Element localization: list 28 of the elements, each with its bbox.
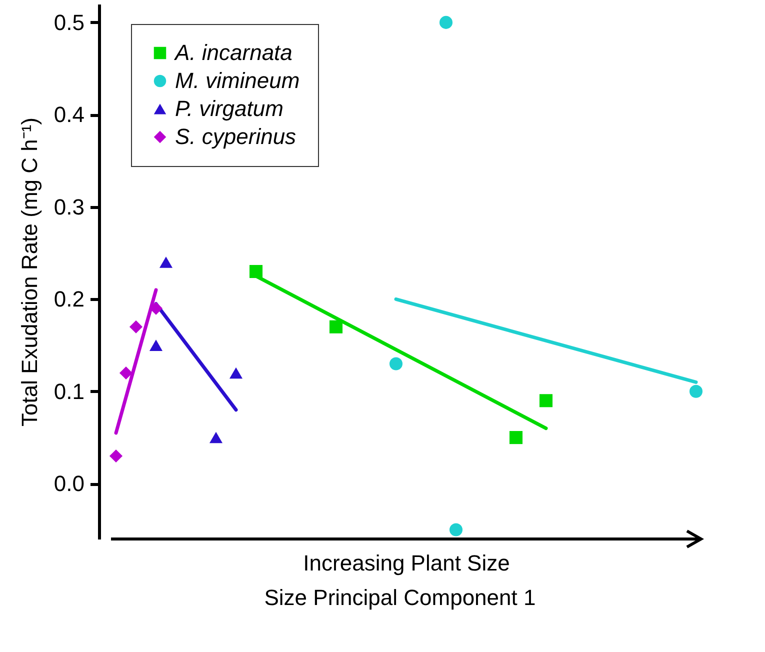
- point: [539, 394, 553, 408]
- x-axis-title: Increasing Plant Size: [303, 550, 510, 576]
- y-tick-label: 0.5: [54, 10, 84, 35]
- point: [109, 449, 123, 462]
- point: [159, 256, 173, 268]
- point: [249, 264, 263, 278]
- point: [119, 366, 133, 380]
- y-tick-label: 0.1: [54, 378, 84, 404]
- point: [129, 320, 143, 334]
- y-tick-label: 0.4: [54, 102, 84, 128]
- point: [689, 384, 703, 398]
- legend-label: P. virgatum: [175, 96, 284, 121]
- point: [329, 320, 343, 334]
- point: [449, 523, 463, 536]
- legend-label: A. incarnata: [173, 40, 292, 65]
- text: Size Principal Component 1: [263, 585, 537, 611]
- point: [209, 432, 223, 444]
- point: [439, 16, 453, 29]
- y-tick-label: 0.0: [54, 471, 84, 496]
- y-tick-label: 0.3: [54, 194, 84, 220]
- y-tick-label: 0.2: [54, 286, 84, 312]
- legend-label: S. cyperinus: [175, 124, 296, 149]
- point: [229, 367, 243, 379]
- point: [389, 357, 403, 370]
- point: [509, 431, 523, 444]
- y-axis-title: Total Exudation Rate (mg C h⁻¹): [16, 117, 42, 427]
- point: [149, 340, 163, 351]
- legend-label: M. vimineum: [175, 68, 300, 93]
